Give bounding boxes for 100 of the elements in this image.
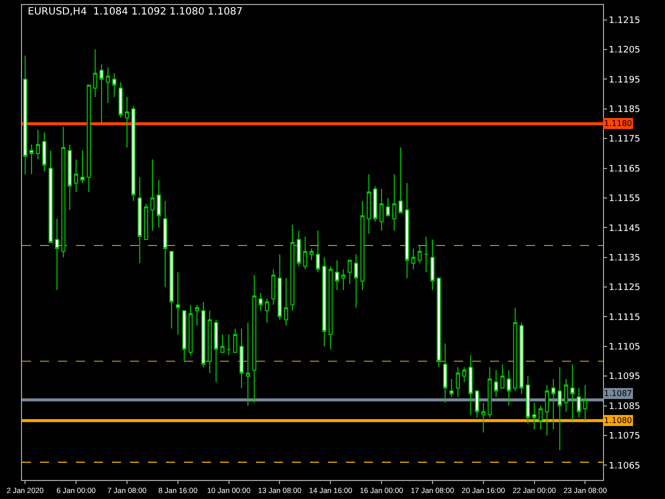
candlestick [404,182,410,279]
candlestick [481,402,486,433]
candlestick [386,197,390,216]
y-tick-label: 1.1165 [608,164,640,174]
candlestick [303,236,308,270]
candlestick [264,298,270,324]
candlestick [570,364,575,422]
candlestick [156,180,161,228]
candlestick [309,248,314,261]
candlestick [246,322,250,406]
y-tick-label: 1.1155 [608,194,640,204]
candlestick [29,144,34,175]
candlestick [36,129,40,160]
candlestick [506,370,511,406]
y-tick-label: 1.1135 [608,253,640,264]
candlestick [398,147,403,214]
candlestick [411,248,416,270]
candlestick [138,176,142,264]
candlestick [322,256,326,347]
candlestick [494,370,498,398]
y-tick-label: 1.1195 [608,75,640,86]
candlestick [220,334,225,353]
candlestick [449,378,454,398]
candlestick [258,292,263,312]
candlestick [278,254,282,320]
candlestick [86,84,91,193]
candlestick [519,322,524,394]
candlestick [424,236,428,273]
candlestick [80,150,85,184]
candlestick [48,150,53,243]
candlestick [430,239,435,290]
candlestick [23,54,28,175]
candlestick [118,82,123,118]
candlestick [513,307,518,392]
y-tick-label: 1.1065 [608,461,640,472]
candlestick [468,354,473,416]
candlestick [328,266,333,350]
candlestick [576,387,581,418]
candlestick [163,200,168,288]
candlestick [284,278,288,326]
candlestick [201,301,206,368]
y-tick-label: 1.1085 [608,402,640,412]
candlestick [214,319,218,383]
candlestick [474,390,480,418]
candlestick [42,132,46,172]
candlestick [418,244,422,264]
candlestick [456,366,460,398]
candlestick [176,272,180,336]
y-tick-label: 1.1205 [608,46,640,56]
ref-line-label: 1.1087 [604,389,632,398]
y-tick-label: 1.1115 [608,312,640,323]
candlestick [112,72,116,98]
candlestick [436,278,441,368]
candlestick [124,96,130,148]
candlestick [131,105,136,202]
y-tick-label: 1.1185 [608,105,640,116]
candlestick [208,310,212,374]
candlestick [182,310,186,362]
y-tick-label: 1.1145 [608,224,640,234]
candlestick [500,364,505,388]
candlestick [551,378,556,430]
candlestick [296,230,301,267]
candlestick [532,402,536,430]
candlestick [239,328,244,388]
candlestick [334,260,340,290]
candlestick [194,304,200,326]
candlestick [583,384,588,422]
y-tick-label: 1.1105 [608,342,640,353]
candlestick [74,158,78,193]
candlestick [341,268,346,290]
chart-title: EURUSD,H4 1.1084 1.1092 1.1080 1.1087 [28,6,243,18]
y-tick-label: 1.1095 [608,372,640,382]
candlestick [316,230,320,273]
y-tick-label: 1.1175 [608,134,640,145]
candlestick [290,224,295,312]
candlestick [252,274,256,404]
candlestick [366,174,371,234]
y-tick-label: 1.1125 [608,283,640,294]
candlestick [226,334,231,356]
candlestick [188,304,193,356]
candlestick [462,366,466,383]
candlestick [544,384,550,436]
y-tick-label: 1.1075 [608,432,640,442]
candlestick [106,66,110,104]
candlestick [379,188,384,232]
candlestick [169,250,174,330]
candlestick [99,64,104,124]
candlestick [558,366,562,451]
candlestick [526,376,530,424]
candlestick [443,342,448,404]
candlestick [93,49,98,98]
candlestick [144,203,148,240]
candlestick [392,174,396,232]
candlestick [360,200,365,290]
ref-line-label: 1.1080 [604,416,632,425]
candlestick [488,366,492,418]
candlestick [271,268,276,306]
candlestick [348,260,352,285]
candlestick [564,378,568,412]
ref-line-label: 1.1180 [604,119,632,128]
